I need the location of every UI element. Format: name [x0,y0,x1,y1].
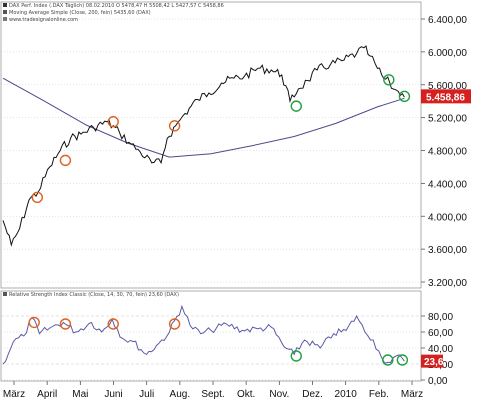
rsi-last-label: 23,6 [424,357,444,368]
rsi-signal-marker [396,354,409,366]
price-axis: 6.400,00 6.000,00 5.600,00 5.200,00 4.800,00… [421,15,467,289]
last-price-badge: 5.458,86 [421,89,471,104]
month-label: Okt. [237,389,255,400]
month-label: Mai [72,389,88,400]
price-signal-marker [107,116,119,128]
price-tick-label: 3.200,00 [428,278,467,289]
rsi-signal-marker [290,350,302,362]
price-tick-label: 4.400,00 [428,179,467,190]
rsi-signal-marker [168,318,181,330]
price-tick-label: 5.200,00 [428,114,467,125]
price-signal-marker [59,154,72,167]
rsi-tick-label: 40,00 [428,344,453,355]
month-label: Sept. [201,389,224,400]
month-label: Juni [104,389,122,400]
rsi-grid [1,315,421,381]
price-line [2,45,405,247]
rsi-signal-marker [59,318,72,330]
month-label: Juli [139,389,154,400]
rsi-last-badge: 23,6 [421,354,444,368]
month-label: Dez. [302,389,323,400]
price-tick-label: 5.600,00 [428,81,467,92]
month-label: Nov. [269,389,289,400]
last-price-badge-bg [421,89,471,104]
rsi-tick-label: 80,00 [428,312,453,323]
price-tick-label: 3.600,00 [428,245,467,256]
rsi-tick-label: 60,00 [428,328,453,339]
price-tick-label: 4.800,00 [428,147,467,158]
legend-source: www.tradesignalonline.com [9,17,78,23]
price-tick-label: 6.000,00 [428,48,467,59]
price-grid [1,18,421,283]
price-panel [0,1,422,289]
legend-moving-average: Moving Average Simple (Close, 200, fein)… [9,10,151,16]
legend: DAX Perf. Index (.DAX Täglich) 08.02.201… [3,3,224,23]
rsi-signal-marker [107,318,119,330]
rsi-last-badge-bg [421,354,443,368]
price-tick-label: 4.000,00 [428,212,467,223]
rsi-legend-text: Relative Strength Index Classic (Close, … [9,292,179,298]
price-signal-marker [290,100,302,112]
month-label: März [401,389,423,400]
price-signal-marker [398,90,411,103]
rsi-legend: Relative Strength Index Classic (Close, … [3,292,179,298]
last-price-label: 5.458,86 [426,92,465,103]
month-axis: März April Mai Juni Juli Aug. Sept. Okt. Nov. Dez… [3,381,423,400]
moving-average-line [2,77,405,158]
price-signal-marker [31,191,44,204]
month-label: 2010 [335,389,358,400]
price-tick-label: 6.400,00 [428,15,467,26]
rsi-signal-marker [28,316,40,329]
month-label: Feb. [369,389,389,400]
rsi-panel [0,290,422,382]
month-label: April [37,389,57,400]
rsi-tick-label: 0,00 [428,376,448,387]
rsi-signal-markers [28,316,409,366]
price-signal-marker [383,74,395,86]
legend-price: DAX Perf. Index (.DAX Täglich) 08.02.201… [9,3,224,9]
month-label: Aug. [170,389,191,400]
month-label: März [3,389,25,400]
price-signal-markers [31,74,411,204]
rsi-signal-marker [382,354,394,366]
price-signal-marker [168,120,181,132]
